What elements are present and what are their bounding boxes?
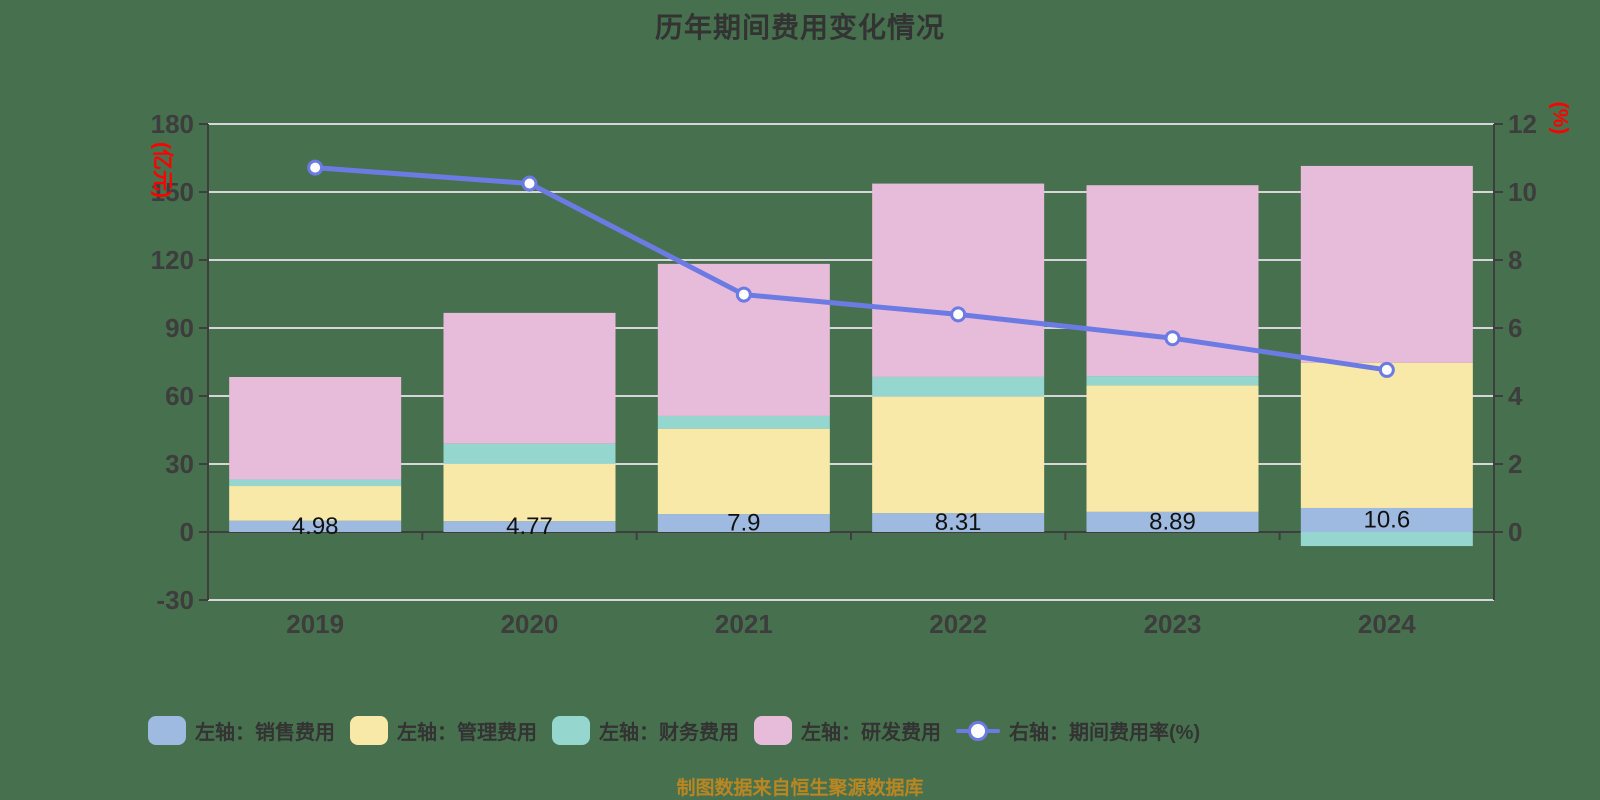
x-axis-tick-label: 2019 — [286, 609, 344, 639]
x-axis-tick-label: 2021 — [715, 609, 773, 639]
x-axis-tick-label: 2024 — [1358, 609, 1416, 639]
bar-value-label: 4.98 — [292, 513, 339, 540]
left-axis-tick-label: 180 — [151, 109, 194, 139]
bar-value-label: 10.6 — [1363, 506, 1410, 533]
legend-label: 左轴：管理费用 — [397, 722, 537, 744]
right-axis-tick-label: 4 — [1508, 381, 1523, 411]
data-point-marker[interactable] — [950, 306, 967, 323]
left-axis-tick-label: -30 — [156, 585, 194, 615]
legend-label: 左轴：研发费用 — [801, 722, 941, 744]
bar-segment[interactable] — [1300, 532, 1473, 547]
bar-segment[interactable] — [1086, 511, 1259, 532]
right-axis-tick-label: 0 — [1508, 517, 1522, 547]
left-axis-tick-label: 30 — [165, 449, 194, 479]
legend-label: 左轴：销售费用 — [195, 722, 335, 744]
data-point-marker[interactable] — [735, 286, 752, 303]
bar-segment[interactable] — [872, 376, 1045, 397]
bar-segment[interactable] — [1300, 362, 1473, 508]
bar-segment[interactable] — [657, 415, 830, 429]
bar-segment[interactable] — [657, 428, 830, 515]
bar-segment[interactable] — [229, 479, 402, 487]
legend: 左轴：销售费用 左轴：管理费用 左轴：财务费用 左轴：研发费用 右轴：期间费用率… — [148, 716, 1200, 745]
bar-value-label: 7.9 — [727, 510, 760, 537]
rnd-expense-swatch-icon — [754, 716, 792, 745]
bar-segment[interactable] — [229, 377, 402, 480]
bar-segment[interactable] — [1300, 507, 1473, 532]
bar-segment[interactable] — [229, 486, 402, 521]
right-axis-tick-label: 10 — [1508, 177, 1537, 207]
bar-segment[interactable] — [872, 396, 1045, 514]
bar-segment[interactable] — [657, 514, 830, 532]
bar-segment[interactable] — [872, 513, 1045, 532]
data-point-marker[interactable] — [307, 159, 324, 176]
left-axis-tick-label: 150 — [151, 177, 194, 207]
bar-segment[interactable] — [1300, 165, 1473, 363]
finance-expense-swatch-icon — [552, 716, 590, 745]
bar-segment[interactable] — [1086, 376, 1259, 386]
legend-item-sales-expense[interactable]: 左轴：销售费用 — [148, 716, 335, 745]
bar-value-label: 8.89 — [1149, 508, 1196, 535]
right-axis-name: (%) — [1549, 102, 1572, 135]
legend-item-finance-expense[interactable]: 左轴：财务费用 — [552, 716, 739, 745]
x-axis-tick-label: 2022 — [929, 609, 987, 639]
legend-label: 左轴：财务费用 — [599, 722, 739, 744]
left-axis-name: (亿元) — [151, 142, 175, 198]
left-axis-tick-label: 60 — [165, 381, 194, 411]
bar-segment[interactable] — [443, 443, 616, 464]
right-axis-tick-label: 6 — [1508, 313, 1522, 343]
line-marker-dot — [968, 720, 988, 741]
bar-value-label: 8.31 — [935, 509, 982, 536]
right-axis-tick-label: 12 — [1508, 109, 1537, 139]
data-point-marker[interactable] — [1164, 330, 1181, 347]
legend-item-rnd-expense[interactable]: 左轴：研发费用 — [754, 716, 941, 745]
bar-segment[interactable] — [443, 312, 616, 444]
admin-expense-swatch-icon — [350, 716, 388, 745]
legend-label: 右轴：期间费用率(%) — [1009, 722, 1201, 744]
bar-segment[interactable] — [229, 520, 402, 532]
data-point-marker[interactable] — [521, 175, 538, 192]
bar-segment[interactable] — [1086, 385, 1259, 512]
right-axis-tick-label: 2 — [1508, 449, 1522, 479]
expense-ratio-line — [312, 165, 1390, 373]
left-axis-tick-label: 90 — [165, 313, 194, 343]
left-axis-tick-label: 0 — [180, 517, 194, 547]
source-note: 制图数据来自恒生聚源数据库 — [676, 778, 924, 799]
x-axis-tick-label: 2023 — [1144, 609, 1202, 639]
legend-item-expense-ratio[interactable]: 右轴：期间费用率(%) — [956, 716, 1200, 745]
legend-item-admin-expense[interactable]: 左轴：管理费用 — [350, 716, 537, 745]
chart-title: 历年期间费用变化情况 — [654, 12, 945, 43]
line-marker-icon — [956, 717, 1000, 745]
bar-segment[interactable] — [443, 463, 616, 522]
bar-segment[interactable] — [872, 183, 1045, 377]
bar-segment[interactable] — [443, 521, 616, 532]
sales-expense-swatch-icon — [148, 716, 186, 745]
left-axis-tick-label: 120 — [151, 245, 194, 275]
right-axis-tick-label: 8 — [1508, 245, 1522, 275]
bar-value-label: 4.77 — [506, 513, 553, 540]
data-point-marker[interactable] — [1378, 361, 1395, 378]
x-axis-tick-label: 2020 — [501, 609, 559, 639]
